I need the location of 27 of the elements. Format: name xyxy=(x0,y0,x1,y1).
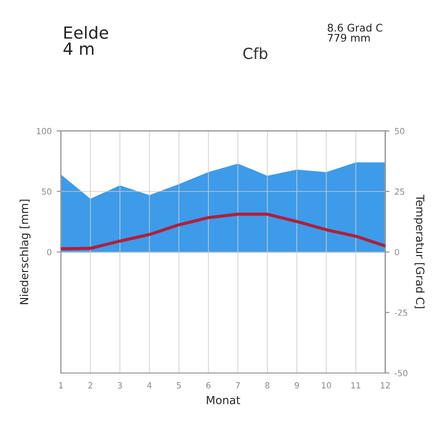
x-tick-label: 7 xyxy=(236,382,240,388)
y-axis-title: Niederschlag [mm] xyxy=(20,200,30,304)
y2-tick-label: 0 xyxy=(394,248,400,256)
line-series xyxy=(60,212,386,250)
x-tick-label: 10 xyxy=(322,382,332,388)
y-tick-label: 100 xyxy=(36,128,52,134)
y2-axis-title: Temperatur [Grad C] xyxy=(414,194,425,308)
x-tick-label: 12 xyxy=(380,382,390,388)
x-tick-label: 6 xyxy=(206,382,210,388)
x-axis-title: Monat xyxy=(206,396,240,404)
y2-tick-label: -50 xyxy=(394,370,408,376)
x-tick-label: 11 xyxy=(351,382,360,388)
y-tick-label: 0 xyxy=(47,248,52,256)
x-tick-label: 5 xyxy=(176,382,181,388)
x-tick-label: 3 xyxy=(118,382,122,388)
y-tick-label: 50 xyxy=(42,188,52,195)
text: Eelde 4 m xyxy=(64,26,108,55)
y2-tick-label: 50 xyxy=(394,128,404,134)
x-tick-label: 4 xyxy=(147,382,152,388)
x-tick-label: 1 xyxy=(59,382,63,388)
y2-tick-label: -25 xyxy=(394,309,408,316)
x-tick-label: 8 xyxy=(265,382,270,388)
x-tick-label: 2 xyxy=(88,382,92,388)
y2-tick-label: 25 xyxy=(394,188,404,195)
chart-title: Cfb xyxy=(243,47,268,60)
text: 8.6 Grad C 779 mm xyxy=(328,24,382,42)
x-tick-label: 9 xyxy=(294,382,299,388)
